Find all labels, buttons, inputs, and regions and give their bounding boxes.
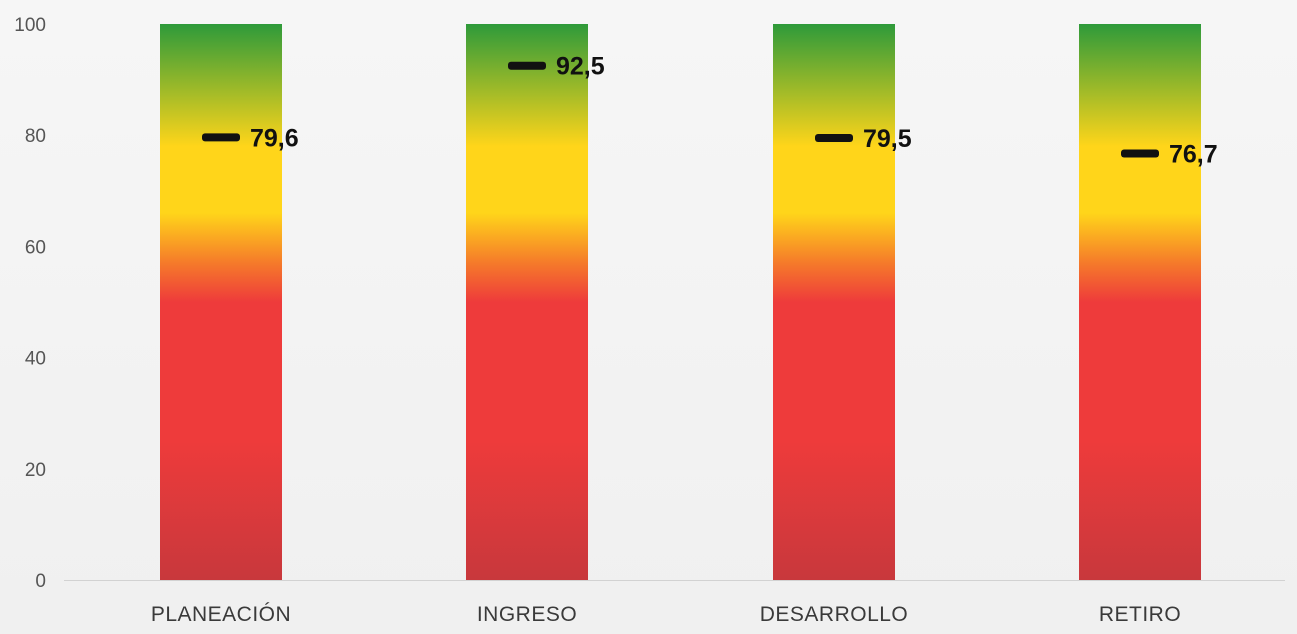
gauge-bar	[466, 24, 588, 580]
value-marker	[202, 133, 240, 142]
category-label: INGRESO	[477, 603, 577, 626]
category-labels: PLANEACIÓN INGRESO DESARROLLO RETIRO	[151, 603, 1181, 626]
y-tick-label: 100	[14, 15, 46, 36]
y-tick-label: 40	[25, 349, 46, 370]
data-label: 79,5	[863, 125, 912, 153]
gauge-bar	[773, 24, 895, 580]
gauge-bar	[160, 24, 282, 580]
y-tick-label: 60	[25, 237, 46, 258]
y-axis: 0 20 40 60 80 100	[14, 15, 1285, 592]
value-marker	[508, 61, 546, 70]
bars	[160, 24, 1201, 580]
category-label: PLANEACIÓN	[151, 603, 291, 626]
value-marker	[815, 133, 853, 142]
gauge-bar	[1079, 24, 1201, 580]
value-marker	[1121, 149, 1159, 158]
y-tick-label: 0	[35, 571, 46, 592]
data-label: 76,7	[1169, 141, 1218, 169]
data-label: 79,6	[250, 124, 299, 152]
data-label: 92,5	[556, 53, 605, 81]
category-label: RETIRO	[1099, 603, 1181, 626]
y-tick-label: 80	[25, 126, 46, 147]
y-tick-label: 20	[25, 460, 46, 481]
category-label: DESARROLLO	[760, 603, 909, 626]
value-markers: 79,6 92,5 79,5 76,7	[202, 53, 1218, 169]
